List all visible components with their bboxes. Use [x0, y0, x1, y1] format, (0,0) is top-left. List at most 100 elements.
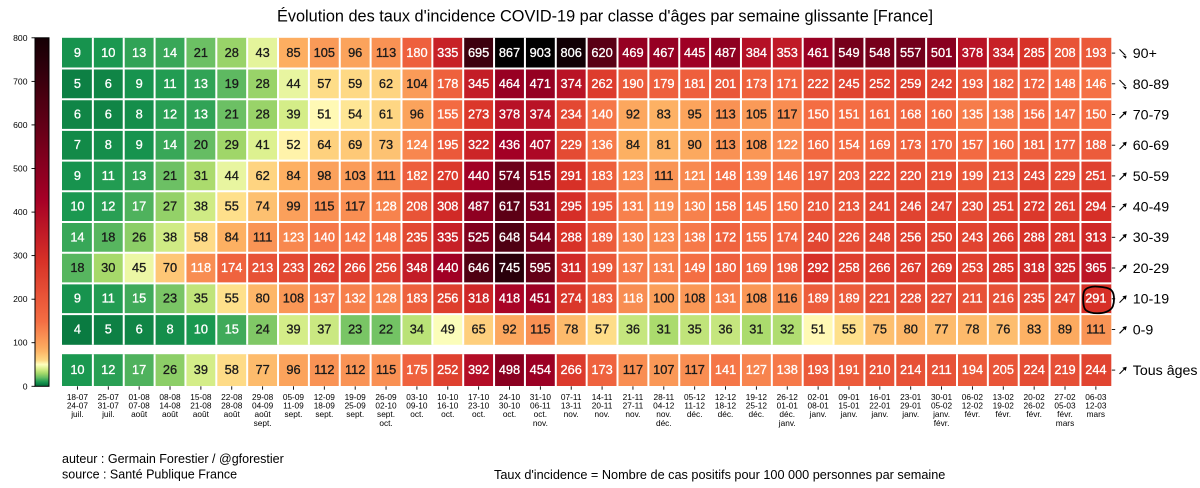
- svg-text:10: 10: [70, 199, 84, 214]
- svg-text:138: 138: [684, 229, 705, 244]
- svg-text:20-29: 20-29: [1133, 261, 1169, 277]
- svg-text:31: 31: [657, 321, 671, 336]
- svg-text:01-01: 01-01: [777, 401, 799, 411]
- svg-text:57: 57: [317, 76, 331, 91]
- svg-text:365: 365: [1085, 260, 1106, 275]
- svg-text:13: 13: [132, 45, 146, 60]
- svg-text:168: 168: [900, 106, 921, 121]
- svg-text:févr.: févr.: [995, 409, 1011, 419]
- svg-text:77: 77: [934, 321, 948, 336]
- svg-text:183: 183: [591, 168, 612, 183]
- svg-text:117: 117: [345, 199, 365, 214]
- svg-text:nov.: nov.: [625, 409, 640, 419]
- svg-text:117: 117: [684, 362, 704, 377]
- svg-text:20-02: 20-02: [1024, 392, 1046, 402]
- svg-text:août: août: [131, 409, 148, 419]
- svg-text:déc.: déc.: [749, 409, 765, 419]
- svg-text:11: 11: [163, 76, 176, 91]
- svg-text:189: 189: [591, 229, 612, 244]
- svg-text:128: 128: [375, 291, 396, 306]
- svg-text:0-9: 0-9: [1133, 322, 1154, 338]
- svg-text:646: 646: [468, 260, 489, 275]
- svg-text:10-19: 10-19: [1133, 292, 1169, 308]
- svg-text:219: 219: [931, 168, 952, 183]
- svg-text:300: 300: [13, 251, 28, 261]
- svg-text:11-09: 11-09: [283, 401, 304, 411]
- svg-text:247: 247: [931, 199, 952, 214]
- svg-text:23-10: 23-10: [468, 401, 490, 411]
- svg-text:241: 241: [869, 199, 890, 214]
- svg-text:272: 272: [1023, 199, 1044, 214]
- svg-text:17: 17: [132, 362, 146, 377]
- svg-text:28: 28: [255, 106, 269, 121]
- svg-text:05-09: 05-09: [283, 392, 305, 402]
- svg-text:182: 182: [406, 168, 427, 183]
- svg-text:55: 55: [842, 321, 856, 336]
- svg-text:117: 117: [777, 106, 797, 121]
- svg-text:252: 252: [437, 362, 458, 377]
- svg-text:266: 266: [993, 229, 1014, 244]
- svg-text:6: 6: [74, 106, 81, 121]
- svg-text:17-10: 17-10: [468, 392, 490, 402]
- svg-text:15-01: 15-01: [838, 401, 860, 411]
- svg-text:19-09: 19-09: [345, 392, 367, 402]
- svg-text:9: 9: [136, 137, 143, 152]
- svg-text:62: 62: [379, 76, 393, 91]
- svg-text:745: 745: [499, 260, 520, 275]
- svg-text:96: 96: [286, 362, 300, 377]
- svg-text:256: 256: [375, 260, 396, 275]
- svg-text:14: 14: [163, 137, 177, 152]
- svg-text:105: 105: [746, 106, 767, 121]
- svg-text:26-12: 26-12: [777, 392, 799, 402]
- svg-text:193: 193: [1085, 45, 1106, 60]
- svg-text:41: 41: [255, 137, 269, 152]
- svg-text:25-12: 25-12: [746, 401, 768, 411]
- svg-text:262: 262: [314, 260, 335, 275]
- svg-text:595: 595: [530, 260, 551, 275]
- svg-text:22: 22: [379, 321, 393, 336]
- svg-text:45: 45: [132, 260, 146, 275]
- svg-text:7: 7: [74, 137, 81, 152]
- svg-text:janv.: janv.: [778, 418, 796, 428]
- svg-text:222: 222: [869, 168, 890, 183]
- svg-text:janv.: janv.: [840, 409, 858, 419]
- svg-text:122: 122: [777, 137, 798, 152]
- svg-text:118: 118: [191, 260, 211, 275]
- svg-text:10-10: 10-10: [437, 392, 459, 402]
- svg-text:440: 440: [437, 260, 458, 275]
- svg-text:108: 108: [283, 291, 304, 306]
- svg-text:136: 136: [591, 137, 612, 152]
- svg-text:05-03: 05-03: [1054, 401, 1076, 411]
- svg-text:246: 246: [900, 199, 921, 214]
- svg-text:436: 436: [499, 137, 520, 152]
- svg-text:104: 104: [406, 76, 427, 91]
- svg-text:285: 285: [993, 260, 1014, 275]
- svg-text:199: 199: [591, 260, 612, 275]
- svg-text:12-02: 12-02: [962, 401, 984, 411]
- svg-text:123: 123: [283, 229, 304, 244]
- svg-text:500: 500: [13, 164, 28, 174]
- svg-text:60-69: 60-69: [1133, 138, 1169, 154]
- svg-text:103: 103: [345, 168, 366, 183]
- svg-text:181: 181: [684, 76, 705, 91]
- svg-text:26-09: 26-09: [375, 392, 397, 402]
- svg-text:158: 158: [715, 199, 736, 214]
- svg-text:700: 700: [13, 76, 28, 86]
- svg-text:62: 62: [255, 168, 269, 183]
- svg-text:21: 21: [163, 168, 177, 183]
- svg-text:111: 111: [376, 168, 395, 183]
- svg-text:19-02: 19-02: [993, 401, 1015, 411]
- svg-text:244: 244: [1085, 362, 1106, 377]
- svg-text:8: 8: [136, 106, 143, 121]
- svg-text:318: 318: [1023, 260, 1044, 275]
- svg-text:174: 174: [221, 260, 242, 275]
- svg-text:140: 140: [314, 229, 335, 244]
- svg-text:14: 14: [70, 229, 84, 244]
- svg-text:117: 117: [623, 362, 643, 377]
- svg-text:285: 285: [1023, 45, 1044, 60]
- svg-text:240: 240: [807, 229, 828, 244]
- svg-text:180: 180: [406, 45, 427, 60]
- svg-text:29: 29: [225, 137, 239, 152]
- svg-text:374: 374: [561, 76, 582, 91]
- svg-text:119: 119: [654, 199, 674, 214]
